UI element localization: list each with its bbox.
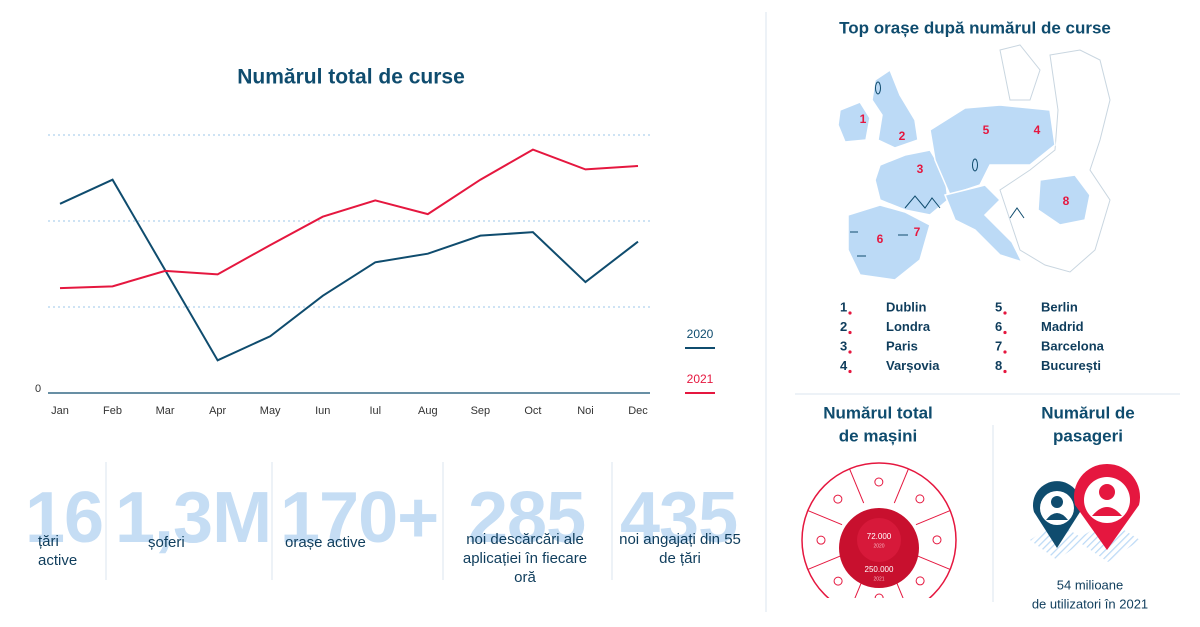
map-label: 5 bbox=[983, 123, 990, 137]
gauge bbox=[801, 462, 957, 598]
city-name: Paris bbox=[886, 338, 918, 353]
gauge-spoke bbox=[915, 554, 951, 570]
gauge-spoke bbox=[849, 468, 865, 504]
passengers-title: Numărul de bbox=[1041, 403, 1135, 422]
x-tick-label: Dec bbox=[628, 405, 648, 417]
city-list: 1 Dublin 2 Londra 3 Paris 4 Varșovia 5 Berlin 6 Mad… bbox=[840, 299, 1105, 374]
x-tick-label: Sep bbox=[471, 405, 491, 417]
gauge-icon bbox=[833, 494, 843, 504]
gauge-core-inner bbox=[857, 518, 901, 562]
city-name: Varșovia bbox=[886, 358, 940, 373]
gauge-icon bbox=[816, 535, 826, 545]
x-tick-label: Mar bbox=[156, 405, 175, 417]
rank-dot bbox=[1003, 330, 1007, 335]
x-tick-label: Oct bbox=[524, 405, 541, 417]
city-rank: 4 bbox=[840, 358, 848, 373]
rank-dot bbox=[848, 330, 852, 335]
map-label: 7 bbox=[914, 225, 921, 239]
cars-title: de mașini bbox=[839, 426, 917, 445]
map-label: 6 bbox=[877, 232, 884, 246]
series-line bbox=[59, 178, 639, 362]
map-label: 4 bbox=[1034, 123, 1041, 137]
legend-label: 2021 bbox=[687, 372, 714, 386]
reading-value: 72.000 bbox=[867, 532, 892, 541]
city-name: Londra bbox=[886, 319, 931, 334]
rank-dot bbox=[1003, 369, 1007, 374]
y-tick-label: 0 bbox=[35, 383, 41, 395]
rank-dot bbox=[848, 350, 852, 354]
x-tick-label: Iul bbox=[369, 405, 381, 417]
gauge-spoke bbox=[893, 468, 909, 504]
city-rank: 6 bbox=[995, 319, 1002, 334]
city-rank: 7 bbox=[995, 338, 1002, 353]
city-name: Berlin bbox=[1041, 299, 1078, 314]
city-rank: 5 bbox=[995, 299, 1002, 314]
rank-dot bbox=[1003, 311, 1007, 315]
passengers-caption: 54 milioane bbox=[1057, 577, 1124, 592]
x-tick-label: May bbox=[260, 405, 281, 417]
stat-value: 285 bbox=[468, 478, 586, 558]
gauge-icon bbox=[833, 576, 843, 586]
reading-year: 2021 bbox=[873, 576, 884, 582]
gauge-spoke bbox=[807, 510, 843, 526]
rank-dot bbox=[848, 369, 852, 374]
line-chart: 0 Jan Feb Mar Apr May Iun Iul Aug Sep Oct Noi Dec 202… bbox=[35, 134, 715, 417]
gauge-icon bbox=[915, 494, 925, 504]
gauge-spoke bbox=[915, 510, 951, 526]
legend-label: 2020 bbox=[687, 327, 714, 341]
city-rank: 1 bbox=[840, 299, 847, 314]
city-rank: 3 bbox=[840, 338, 847, 353]
rank-dot bbox=[1003, 350, 1007, 354]
stat-dividers bbox=[105, 462, 613, 580]
gauge-spoke bbox=[807, 554, 843, 570]
chart-title: Numărul total de curse bbox=[237, 66, 465, 89]
series-line bbox=[59, 148, 639, 290]
stat-value: 1,3M bbox=[115, 478, 272, 558]
map-labels: 1 2 3 4 5 6 7 8 bbox=[860, 112, 1070, 246]
x-tick-label: Iun bbox=[315, 405, 330, 417]
x-tick-label: Apr bbox=[209, 405, 226, 417]
city-rank: 2 bbox=[840, 319, 847, 334]
rank-dot bbox=[848, 311, 852, 315]
passengers-caption: de utilizatori în 2021 bbox=[1032, 596, 1148, 611]
map bbox=[837, 44, 1111, 281]
map-label: 8 bbox=[1063, 194, 1070, 208]
reading-year: 2020 bbox=[873, 543, 884, 549]
stat-value: 435 bbox=[620, 478, 738, 558]
gauge-icon bbox=[874, 477, 884, 487]
stat-value: 16 bbox=[25, 478, 104, 558]
x-tick-label: Feb bbox=[103, 405, 122, 417]
map-label: 2 bbox=[899, 129, 906, 143]
map-icons bbox=[850, 81, 1025, 257]
stat-label: noi descărcări ale aplicației în fiecare… bbox=[462, 531, 588, 586]
city-rank: 8 bbox=[995, 358, 1002, 373]
city-name: Madrid bbox=[1041, 319, 1084, 334]
gauge-icon bbox=[874, 593, 884, 598]
stat-label: orașe active bbox=[285, 534, 366, 551]
passengers-title: pasageri bbox=[1053, 426, 1123, 445]
x-tick-label: Noi bbox=[577, 405, 594, 417]
map-title: Top orașe după numărul de curse bbox=[839, 18, 1111, 37]
stat-value: 170+ bbox=[280, 478, 439, 558]
map-label: 1 bbox=[860, 112, 867, 126]
city-name: Dublin bbox=[886, 299, 926, 314]
map-label: 3 bbox=[917, 162, 924, 176]
city-name: București bbox=[1041, 358, 1101, 373]
pins-icon bbox=[1030, 463, 1141, 562]
city-name: Barcelona bbox=[1041, 338, 1105, 353]
gauge-icon bbox=[915, 576, 925, 586]
reading-value: 250.000 bbox=[865, 565, 894, 574]
stat-label: noi angajați din 55 de țări bbox=[619, 531, 741, 567]
x-tick-label: Aug bbox=[418, 405, 438, 417]
x-tick-label: Jan bbox=[51, 405, 69, 417]
stat-label: țări active bbox=[38, 533, 78, 569]
gauge-icon bbox=[932, 535, 942, 545]
stat-label: șoferi bbox=[148, 534, 185, 551]
cars-title: Numărul total bbox=[823, 403, 933, 422]
